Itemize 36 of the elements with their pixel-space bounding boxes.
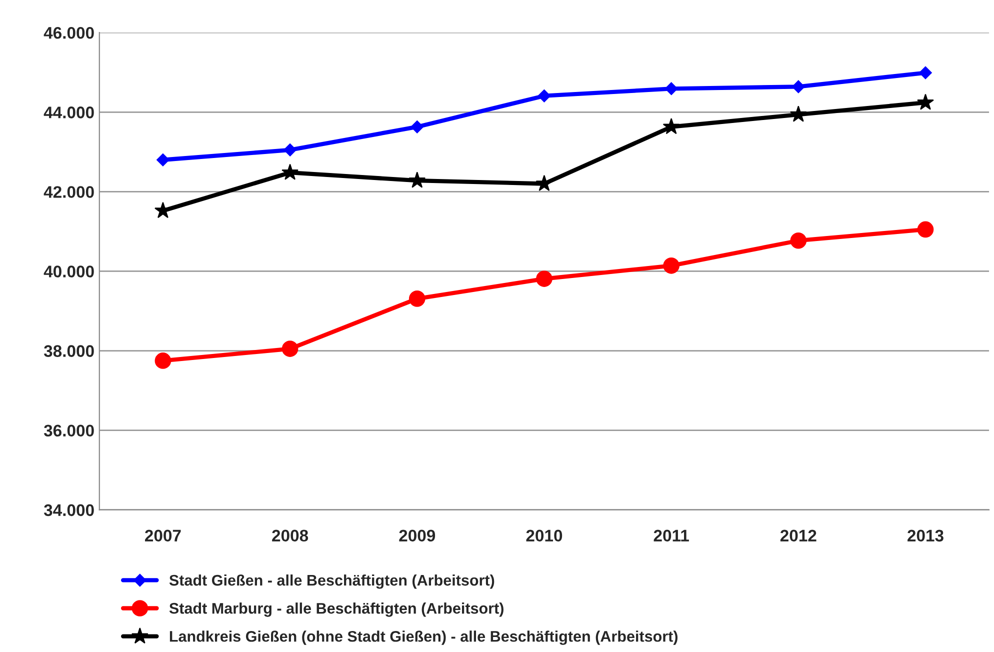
x-tick-label: 2013 (908, 530, 944, 542)
x-tick-label: 2008 (272, 530, 308, 542)
y-tick-label: 40.000 (44, 266, 94, 278)
point (282, 340, 298, 357)
y-tick-label: 38.000 (44, 345, 94, 358)
point (282, 164, 298, 180)
point (538, 89, 551, 102)
point (408, 172, 426, 188)
legend-label: Stadt Gießen - alle Beschäftigten (Arbeitsort) (169, 574, 494, 589)
x-tick-label: 2010 (526, 530, 562, 542)
point (664, 82, 678, 96)
x-tick-label: 2009 (399, 530, 436, 542)
point (156, 153, 170, 166)
point (284, 144, 296, 156)
legend-label: Landkreis Gießen (ohne Stadt Gießen) - alle Beschäftigten (Arbeitsort) (170, 630, 678, 645)
y-tick-label: 44.000 (44, 106, 94, 118)
point (917, 221, 934, 238)
y-tick-label: 36.000 (44, 424, 94, 437)
point (410, 120, 424, 134)
point (919, 66, 932, 80)
point (790, 106, 807, 122)
point (790, 232, 807, 249)
y-tick-label: 42.000 (44, 186, 94, 198)
point (536, 270, 552, 287)
point (663, 258, 680, 274)
legend-label: Stadt Marburg - alle Beschäftigten (Arbeitsort) (169, 602, 504, 617)
point (154, 352, 172, 369)
point (662, 118, 680, 134)
y-tick-label: 46.000 (44, 27, 94, 39)
y-tick-label: 34.000 (44, 504, 94, 516)
point (917, 94, 934, 110)
x-tick-label: 2012 (780, 530, 816, 542)
x-tick-label: 2007 (144, 530, 181, 542)
point (408, 290, 426, 307)
point (792, 80, 805, 94)
x-tick-label: 2011 (654, 530, 689, 542)
